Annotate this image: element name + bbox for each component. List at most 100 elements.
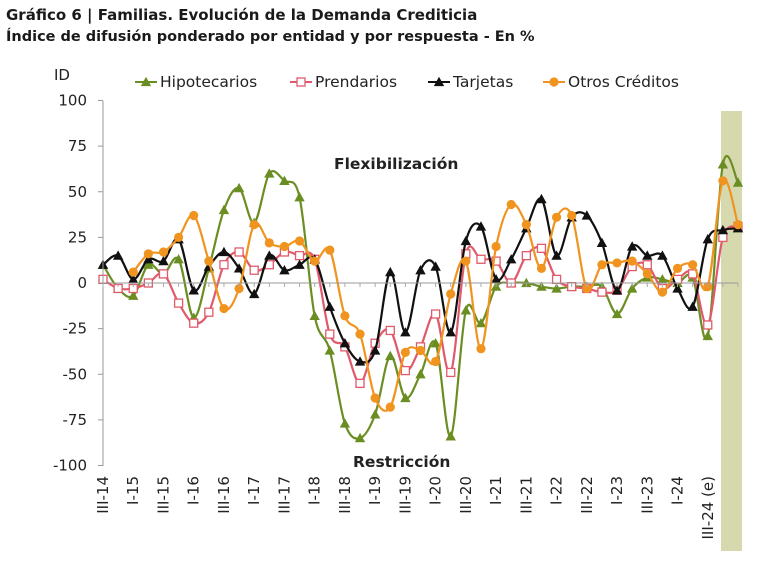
data-point bbox=[128, 274, 139, 284]
data-point bbox=[143, 249, 153, 259]
x-tick-label: III-22 bbox=[578, 476, 596, 514]
data-point bbox=[173, 298, 184, 308]
chart-title: Gráfico 6 | Familias. Evolución de la De… bbox=[6, 6, 478, 24]
y-tick-label: 100 bbox=[58, 92, 87, 110]
data-point bbox=[551, 274, 562, 285]
data-point bbox=[476, 254, 486, 264]
data-point bbox=[642, 260, 652, 270]
x-tick-label: III-21 bbox=[517, 476, 535, 514]
x-tick-label: III-15 bbox=[154, 476, 172, 514]
data-point bbox=[325, 329, 335, 339]
data-point bbox=[339, 338, 351, 348]
data-point bbox=[476, 344, 486, 354]
data-point bbox=[369, 409, 381, 419]
data-point bbox=[551, 283, 562, 293]
data-point bbox=[325, 245, 335, 255]
data-point bbox=[581, 210, 593, 220]
data-point bbox=[173, 232, 184, 242]
x-tick-label: I-23 bbox=[608, 476, 626, 505]
data-point bbox=[158, 247, 169, 257]
data-point bbox=[370, 393, 380, 403]
data-point bbox=[143, 254, 154, 264]
data-point bbox=[460, 235, 472, 246]
x-tick-label: I-20 bbox=[427, 476, 445, 505]
data-point bbox=[626, 283, 638, 293]
data-point bbox=[549, 77, 559, 87]
x-tick-label: III-18 bbox=[336, 476, 354, 514]
data-point bbox=[218, 246, 230, 257]
data-point bbox=[445, 327, 456, 337]
y-tick-label: -25 bbox=[63, 320, 88, 338]
data-point bbox=[611, 308, 623, 319]
y-axis-label: ID bbox=[54, 66, 70, 84]
data-point bbox=[189, 210, 199, 221]
x-tick-label: I-17 bbox=[245, 476, 263, 505]
data-point bbox=[294, 250, 305, 261]
data-point bbox=[718, 176, 728, 186]
data-point bbox=[702, 234, 713, 244]
x-tick-label: III-23 bbox=[638, 476, 656, 514]
data-point bbox=[415, 345, 426, 356]
x-tick-label: I-24 bbox=[669, 476, 687, 505]
data-point bbox=[521, 220, 531, 230]
data-point bbox=[310, 256, 320, 266]
y-tick-label: 75 bbox=[68, 137, 87, 155]
legend-label: Prendarios bbox=[315, 73, 397, 91]
y-tick-label: 25 bbox=[68, 228, 87, 246]
x-tick-label: I-18 bbox=[306, 476, 324, 505]
data-point bbox=[717, 159, 729, 169]
data-point bbox=[324, 301, 335, 311]
data-point bbox=[490, 274, 502, 284]
data-point bbox=[703, 320, 713, 330]
data-point bbox=[128, 290, 139, 300]
x-tick-label: III-16 bbox=[215, 476, 233, 514]
x-tick-label: I-19 bbox=[366, 476, 384, 505]
data-point bbox=[249, 220, 259, 230]
legend-item: Prendarios bbox=[290, 73, 397, 91]
data-point bbox=[445, 431, 456, 441]
data-point bbox=[415, 369, 426, 379]
data-point bbox=[248, 288, 260, 299]
data-point bbox=[536, 193, 547, 204]
series-line bbox=[102, 154, 739, 440]
data-point bbox=[309, 310, 320, 321]
data-point bbox=[249, 265, 259, 275]
data-point bbox=[339, 418, 351, 428]
y-tick-label: -75 bbox=[63, 411, 88, 429]
x-tick-label: III-20 bbox=[457, 476, 475, 514]
data-point bbox=[567, 210, 577, 221]
data-point bbox=[354, 356, 366, 366]
x-tick-label: I-15 bbox=[124, 476, 142, 505]
data-point bbox=[596, 237, 608, 248]
data-point bbox=[657, 287, 668, 297]
data-point bbox=[460, 305, 472, 315]
data-point bbox=[340, 311, 350, 321]
data-point bbox=[385, 325, 395, 336]
data-point bbox=[385, 402, 395, 412]
x-tick-label: III-14 bbox=[94, 476, 112, 514]
y-tick-label: 50 bbox=[68, 183, 87, 201]
data-point bbox=[219, 303, 229, 314]
data-point bbox=[521, 250, 531, 261]
data-point bbox=[430, 338, 441, 348]
data-point bbox=[158, 269, 169, 279]
x-tick-label: III-24 (e) bbox=[699, 476, 717, 539]
data-point bbox=[657, 274, 668, 284]
chart-titles: Gráfico 6 | Familias. Evolución de la De… bbox=[6, 4, 535, 48]
data-point bbox=[173, 254, 184, 264]
data-point bbox=[672, 263, 683, 273]
data-point bbox=[279, 175, 290, 185]
annotation-upper: Flexibilización bbox=[334, 155, 458, 173]
data-point bbox=[264, 250, 275, 260]
series-prendarios bbox=[98, 221, 743, 389]
data-point bbox=[324, 345, 335, 355]
data-point bbox=[234, 247, 244, 257]
legend-label: Tarjetas bbox=[452, 73, 513, 91]
data-point bbox=[400, 347, 410, 357]
x-tick-label: III-19 bbox=[396, 476, 414, 514]
data-point bbox=[506, 254, 517, 264]
data-point bbox=[611, 285, 623, 295]
x-tick-label: I-16 bbox=[185, 476, 203, 505]
data-point bbox=[475, 317, 487, 328]
data-point bbox=[733, 220, 743, 230]
